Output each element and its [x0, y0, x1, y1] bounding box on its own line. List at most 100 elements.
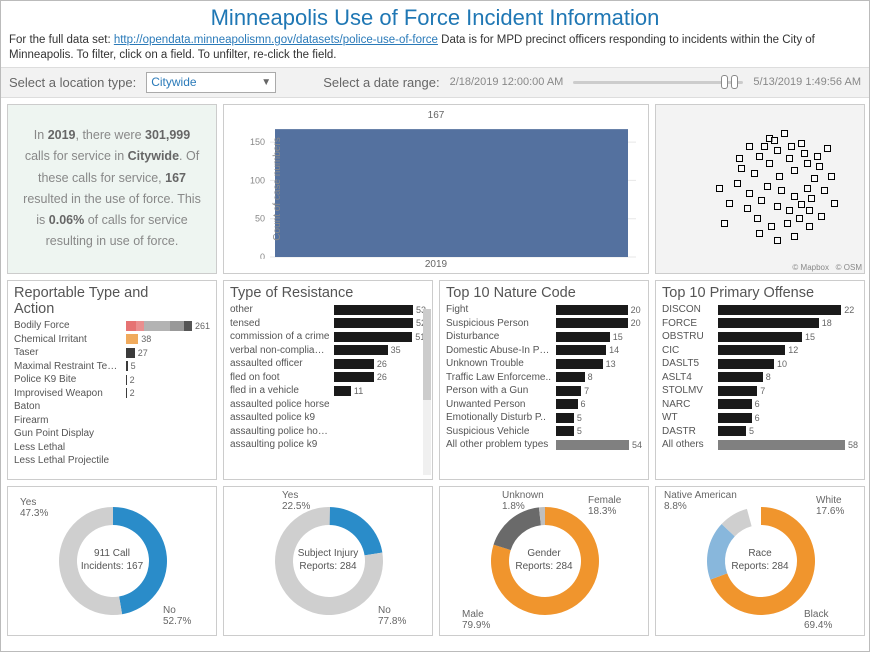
- location-select[interactable]: Citywide ▼: [146, 72, 276, 93]
- hbar-row[interactable]: Suspicious Vehicle5: [446, 424, 642, 438]
- map-point[interactable]: [756, 230, 763, 237]
- map-point[interactable]: [751, 170, 758, 177]
- map-point[interactable]: [824, 145, 831, 152]
- donut-911[interactable]: 911 CallIncidents: 167Yes47.3%No52.7%: [7, 486, 217, 636]
- map-point[interactable]: [791, 193, 798, 200]
- hbar-row[interactable]: Unknown Trouble13: [446, 357, 642, 371]
- map-point[interactable]: [781, 130, 788, 137]
- map-point[interactable]: [774, 237, 781, 244]
- donut-gender[interactable]: GenderReports: 284Male79.9%Female18.3%Un…: [439, 486, 649, 636]
- map-point[interactable]: [831, 200, 838, 207]
- map-point[interactable]: [761, 143, 768, 150]
- map-point[interactable]: [816, 163, 823, 170]
- hbar-row[interactable]: Bodily Force261: [14, 319, 210, 333]
- map-point[interactable]: [746, 143, 753, 150]
- map-point[interactable]: [744, 205, 751, 212]
- map-point[interactable]: [804, 160, 811, 167]
- hbar-row[interactable]: WT6: [662, 411, 858, 425]
- hbar-row[interactable]: Person with a Gun7: [446, 384, 642, 398]
- map-point[interactable]: [784, 220, 791, 227]
- resistance-panel[interactable]: Type of Resistance other53tensed52commis…: [223, 280, 433, 480]
- map-point[interactable]: [774, 147, 781, 154]
- map-point[interactable]: [754, 215, 761, 222]
- hbar-row[interactable]: Less Lethal: [14, 440, 210, 454]
- hbar-row[interactable]: fled in a vehicle11: [230, 384, 426, 398]
- hbar-row[interactable]: Maximal Restraint Techni..5: [14, 359, 210, 373]
- map-point[interactable]: [756, 153, 763, 160]
- map-point[interactable]: [778, 187, 785, 194]
- big-bar-panel[interactable]: 167 Count of case numbers 050100150 2019: [223, 104, 649, 274]
- reportable-panel[interactable]: Reportable Type and Action Bodily Force2…: [7, 280, 217, 480]
- map-point[interactable]: [791, 233, 798, 240]
- hbar-row[interactable]: Chemical Irritant38: [14, 332, 210, 346]
- hbar-row[interactable]: Firearm: [14, 413, 210, 427]
- map-point[interactable]: [758, 197, 765, 204]
- hbar-row[interactable]: Traffic Law Enforceme..8: [446, 370, 642, 384]
- date-range-slider[interactable]: [573, 73, 743, 91]
- hbar-row[interactable]: Less Lethal Projectile: [14, 454, 210, 468]
- map-point[interactable]: [738, 165, 745, 172]
- map-point[interactable]: [766, 160, 773, 167]
- hbar-row[interactable]: OBSTRU15: [662, 330, 858, 344]
- map-point[interactable]: [788, 143, 795, 150]
- hbar-row[interactable]: Unwanted Person6: [446, 397, 642, 411]
- map-point[interactable]: [786, 155, 793, 162]
- donut-slice[interactable]: [494, 507, 541, 550]
- hbar-row[interactable]: DASTR5: [662, 424, 858, 438]
- hbar-row[interactable]: Emotionally Disturb P..5: [446, 411, 642, 425]
- hbar-row[interactable]: verbal non-compliance35: [230, 343, 426, 357]
- map-point[interactable]: [791, 167, 798, 174]
- hbar-row[interactable]: DASLT510: [662, 357, 858, 371]
- map-point[interactable]: [774, 203, 781, 210]
- map-point[interactable]: [818, 213, 825, 220]
- map-point[interactable]: [776, 173, 783, 180]
- hbar-row[interactable]: assaulted police k9: [230, 411, 426, 425]
- map-point[interactable]: [798, 201, 805, 208]
- dataset-link[interactable]: http://opendata.minneapolismn.gov/datase…: [114, 34, 438, 46]
- map-point[interactable]: [771, 137, 778, 144]
- slider-handle-left[interactable]: [721, 75, 728, 89]
- hbar-row[interactable]: ASLT48: [662, 370, 858, 384]
- hbar-row[interactable]: commission of a crime51: [230, 330, 426, 344]
- hbar-row[interactable]: Police K9 Bite2: [14, 373, 210, 387]
- hbar-row[interactable]: assaulted police horse: [230, 397, 426, 411]
- hbar-row[interactable]: All other problem types54: [446, 438, 642, 452]
- hbar-row[interactable]: tensed52: [230, 316, 426, 330]
- map-point[interactable]: [721, 220, 728, 227]
- map-point[interactable]: [716, 185, 723, 192]
- map-point[interactable]: [768, 223, 775, 230]
- hbar-row[interactable]: other53: [230, 303, 426, 317]
- map-point[interactable]: [796, 215, 803, 222]
- map-point[interactable]: [734, 180, 741, 187]
- hbar-row[interactable]: FORCE18: [662, 316, 858, 330]
- map-point[interactable]: [806, 223, 813, 230]
- hbar-row[interactable]: Disturbance15: [446, 330, 642, 344]
- hbar-row[interactable]: Taser27: [14, 346, 210, 360]
- hbar-row[interactable]: All others58: [662, 438, 858, 452]
- map-point[interactable]: [726, 200, 733, 207]
- scrollbar[interactable]: [423, 309, 431, 475]
- map-point[interactable]: [736, 155, 743, 162]
- map-point[interactable]: [808, 195, 815, 202]
- map-point[interactable]: [746, 190, 753, 197]
- hbar-row[interactable]: NARC6: [662, 397, 858, 411]
- hbar-row[interactable]: Baton: [14, 400, 210, 414]
- nature-panel[interactable]: Top 10 Nature Code Fight20Suspicious Per…: [439, 280, 649, 480]
- hbar-row[interactable]: assaulted officer26: [230, 357, 426, 371]
- map-panel[interactable]: © Mapbox © OSM: [655, 104, 865, 274]
- hbar-row[interactable]: Gun Point Display: [14, 427, 210, 441]
- hbar-row[interactable]: assaulting police k9: [230, 438, 426, 452]
- map-point[interactable]: [804, 185, 811, 192]
- donut-injury[interactable]: Subject InjuryReports: 284Yes22.5%No77.8…: [223, 486, 433, 636]
- hbar-row[interactable]: Domestic Abuse-In Pro..14: [446, 343, 642, 357]
- hbar-row[interactable]: fled on foot26: [230, 370, 426, 384]
- hbar-row[interactable]: Fight20: [446, 303, 642, 317]
- map-point[interactable]: [786, 207, 793, 214]
- offense-panel[interactable]: Top 10 Primary Offense DISCON22FORCE18OB…: [655, 280, 865, 480]
- map-point[interactable]: [801, 150, 808, 157]
- map-point[interactable]: [806, 207, 813, 214]
- map-point[interactable]: [814, 153, 821, 160]
- map-point[interactable]: [798, 140, 805, 147]
- map-point[interactable]: [811, 175, 818, 182]
- map-point[interactable]: [821, 187, 828, 194]
